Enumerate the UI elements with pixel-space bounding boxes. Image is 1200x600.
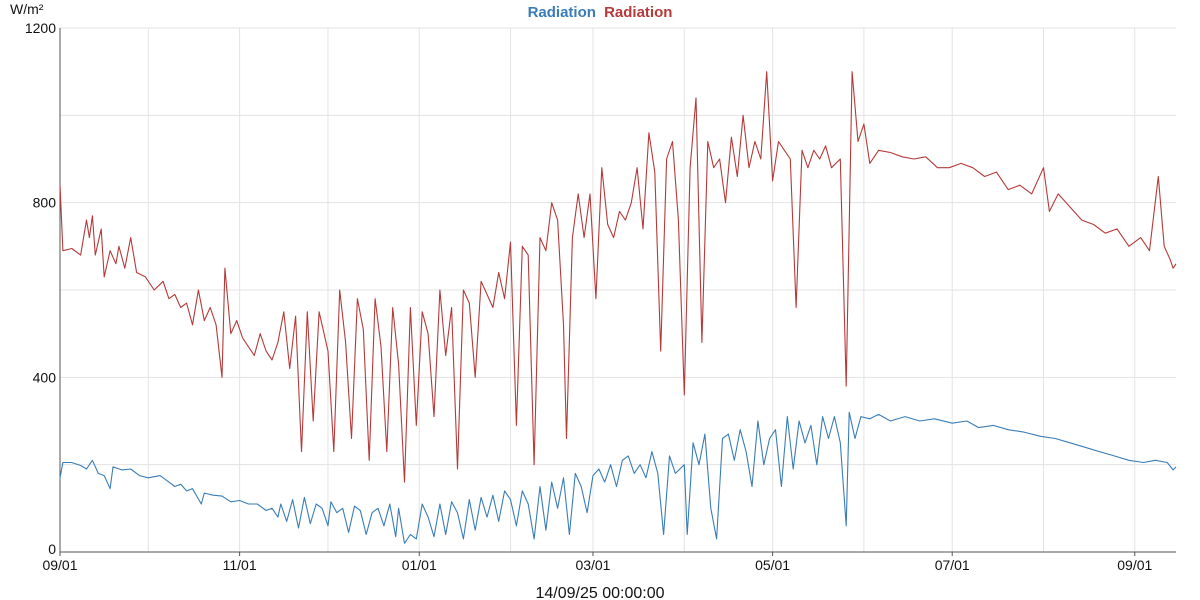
x-tick-label: 03/01 (575, 557, 610, 573)
x-tick-label: 05/01 (755, 557, 790, 573)
axes (59, 28, 1176, 556)
y-tick-label: 0 (48, 541, 56, 557)
y-tick-label: 1200 (25, 20, 56, 36)
grid-lines (60, 27, 1176, 552)
footer-timestamp: 14/09/25 00:00:00 (535, 585, 664, 600)
title-part-2: Radiation (604, 4, 672, 21)
x-tick-label: 01/01 (402, 557, 437, 573)
tick-labels: 0 400 800 1200 09/01 11/01 01/01 03/01 05/01 07/0… (25, 20, 1153, 573)
title-part-1: Radiation (528, 4, 596, 21)
y-tick-label: 800 (33, 195, 57, 211)
chart-title: Radiation Radiation (528, 4, 673, 21)
y-tick-label: 400 (33, 369, 57, 385)
series-line-1 (59, 411, 1177, 544)
x-tick-label: 09/01 (1117, 557, 1152, 573)
series-layer (59, 71, 1177, 544)
x-tick-label: 07/01 (935, 557, 970, 573)
x-tick-label: 09/01 (42, 557, 77, 573)
series-line-2 (59, 71, 1177, 483)
y-axis-unit: W/m² (10, 1, 44, 17)
x-tick-label: 11/01 (223, 557, 257, 573)
